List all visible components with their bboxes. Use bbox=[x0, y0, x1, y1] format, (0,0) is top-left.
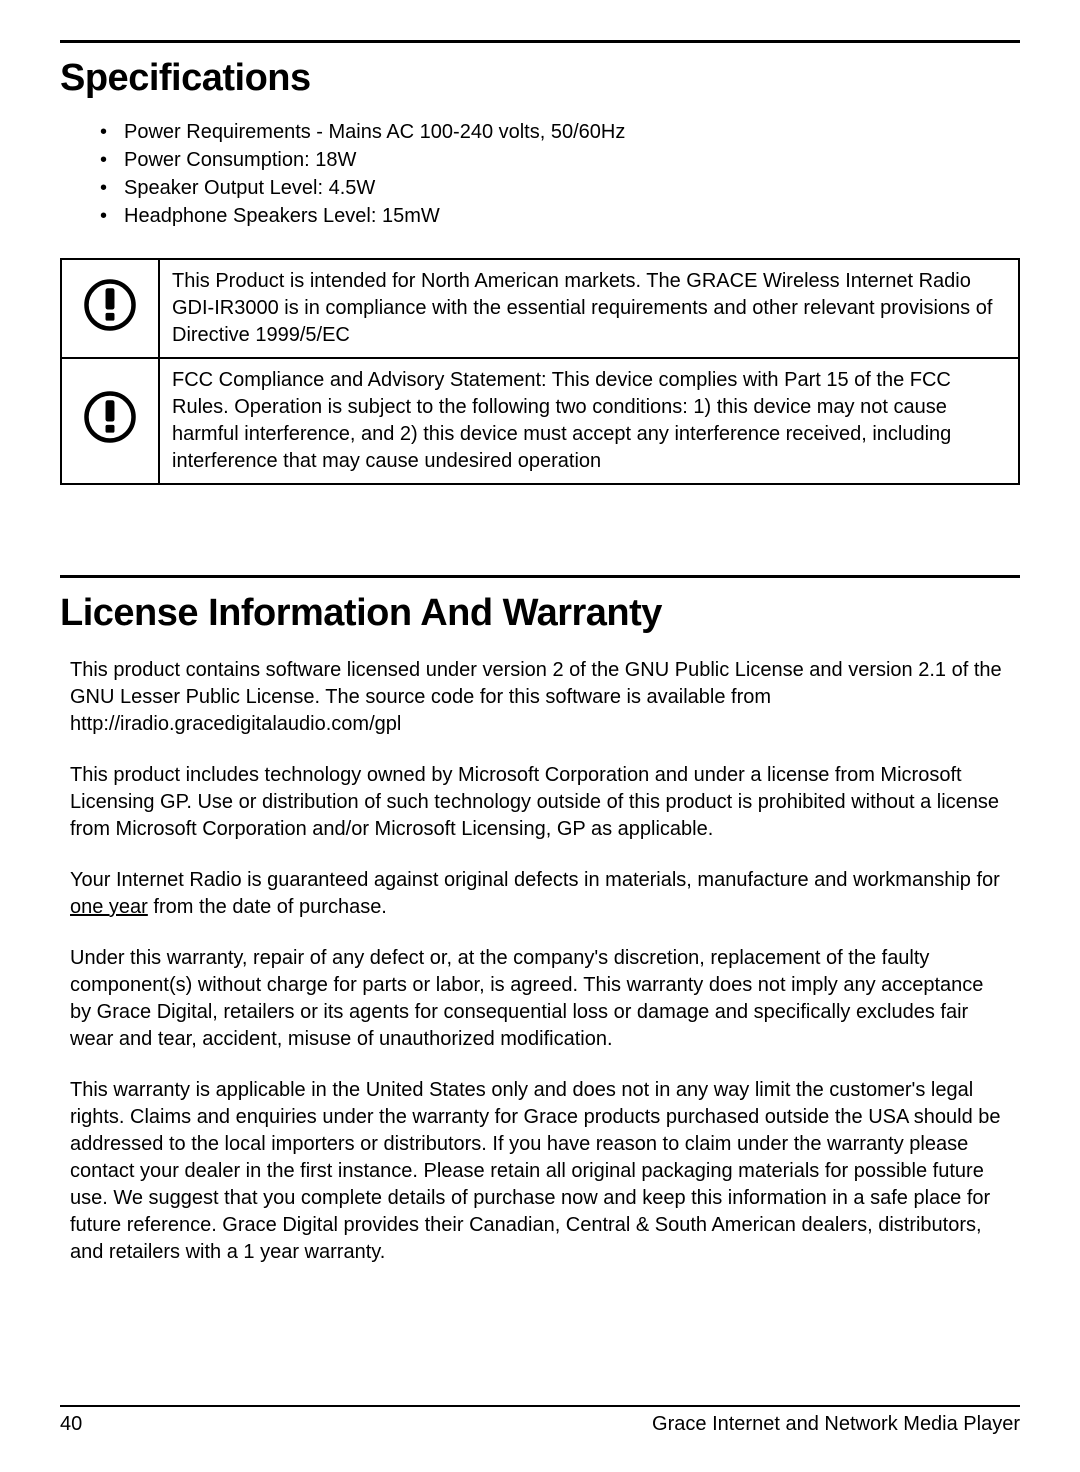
specifications-list: Power Requirements - Mains AC 100-240 vo… bbox=[100, 118, 1020, 230]
section-spacer bbox=[60, 485, 1020, 575]
table-row: This Product is intended for North Ameri… bbox=[61, 259, 1019, 358]
section-divider bbox=[60, 40, 1020, 43]
license-paragraph: This product includes technology owned b… bbox=[70, 762, 1010, 843]
footer-row: 40 Grace Internet and Network Media Play… bbox=[60, 1413, 1020, 1436]
notice-icon-cell bbox=[61, 259, 159, 358]
table-row: FCC Compliance and Advisory Statement: T… bbox=[61, 358, 1019, 484]
text-run: from the date of purchase. bbox=[148, 896, 387, 918]
notice-text: FCC Compliance and Advisory Statement: T… bbox=[159, 358, 1019, 484]
license-paragraph: Under this warranty, repair of any defec… bbox=[70, 945, 1010, 1053]
license-heading: License Information And Warranty bbox=[60, 592, 1020, 635]
page-footer: 40 Grace Internet and Network Media Play… bbox=[60, 1405, 1020, 1436]
license-body: This product contains software licensed … bbox=[70, 657, 1010, 1266]
spec-item: Power Requirements - Mains AC 100-240 vo… bbox=[100, 118, 1020, 146]
license-paragraph: Your Internet Radio is guaranteed agains… bbox=[70, 867, 1010, 921]
license-paragraph: This product contains software licensed … bbox=[70, 657, 1010, 738]
license-paragraph: This warranty is applicable in the Unite… bbox=[70, 1077, 1010, 1266]
notice-text: This Product is intended for North Ameri… bbox=[159, 259, 1019, 358]
text-run: Your Internet Radio is guaranteed agains… bbox=[70, 869, 1000, 891]
page: Specifications Power Requirements - Main… bbox=[0, 0, 1080, 1472]
page-number: 40 bbox=[60, 1413, 82, 1436]
spec-item: Power Consumption: 18W bbox=[100, 146, 1020, 174]
footer-divider bbox=[60, 1405, 1020, 1407]
warranty-duration: one year bbox=[70, 896, 148, 918]
spec-item: Speaker Output Level: 4.5W bbox=[100, 174, 1020, 202]
specifications-heading: Specifications bbox=[60, 57, 1020, 100]
notice-icon-cell bbox=[61, 358, 159, 484]
section-divider bbox=[60, 575, 1020, 578]
notice-table: This Product is intended for North Ameri… bbox=[60, 258, 1020, 485]
footer-title: Grace Internet and Network Media Player bbox=[652, 1413, 1020, 1436]
caution-icon bbox=[82, 389, 138, 445]
spec-item: Headphone Speakers Level: 15mW bbox=[100, 202, 1020, 230]
caution-icon bbox=[82, 277, 138, 333]
